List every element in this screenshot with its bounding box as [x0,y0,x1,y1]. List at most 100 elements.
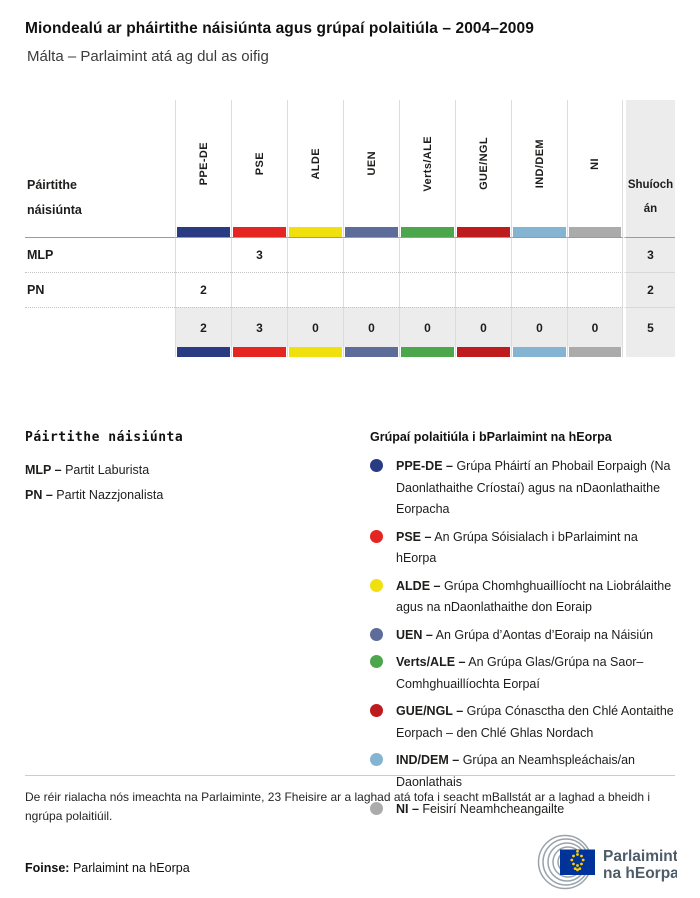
legend-groups-title: Grúpaí polaitiúla i bParlaimint na hEorp… [370,430,612,444]
total-value-cell: 0 [567,307,623,347]
group-color-bar [231,227,287,238]
value-cell [287,272,343,307]
group-column-header: GUE/NGL [455,100,511,227]
seats-column-cell [623,347,675,357]
legend-group-item: ALDE – Grúpa Chomhghuaillíocht na Liobrá… [370,576,676,619]
total-value-cell: 0 [343,307,399,347]
total-value-cell: 3 [231,307,287,347]
value-cell [567,272,623,307]
row-label: PN [25,272,175,307]
group-column-header: PPE-DE [175,100,231,227]
color-swatch [289,347,342,357]
color-swatch [289,227,342,237]
color-swatch [233,347,286,357]
seats-table: Páirtithe náisiúnta PPE-DE PSE ALDE UEN … [25,100,675,357]
group-column-header: ALDE [287,100,343,227]
european-parliament-logo: Parlaimint na hEorpa [531,834,679,897]
legend-parties-title: Páirtithe náisiúnta [25,430,184,445]
value-cell [231,272,287,307]
group-column-header: PSE [231,100,287,227]
legend-group-item: GUE/NGL – Grúpa Cónasctha den Chlé Aonta… [370,701,676,744]
logo-text-line1: Parlaimint [603,848,677,865]
value-cell [343,272,399,307]
color-swatch [513,347,566,357]
value-cell [343,238,399,272]
group-color-bar [511,347,567,357]
legend-party-item: MLP – Partit Laburista [25,463,150,477]
color-swatch [457,227,510,237]
color-swatch [569,227,621,237]
source-label: Foinse: [25,861,70,875]
legend-group-item: Verts/ALE – An Grúpa Glas/Grúpa na Saor–… [370,652,676,695]
legend-national-parties: Páirtithe náisiúnta MLP – Partit Laburis… [25,430,345,508]
group-color-bar [399,347,455,357]
value-cell: 2 [175,272,231,307]
value-cell [455,238,511,272]
group-column-header: NI [567,100,623,227]
value-cell: 3 [231,238,287,272]
footnote-text: De réir rialacha nós imeachta na Parlaim… [25,790,651,823]
group-color-bar [567,227,623,238]
color-swatch [177,347,230,357]
value-cell [399,272,455,307]
group-color-bar [455,227,511,238]
color-swatch [345,227,398,237]
group-color-dot [370,529,383,543]
row-label: MLP [27,248,54,262]
group-color-dot [370,753,383,766]
group-color-bar [175,347,231,357]
grand-total-cell: 5 [623,307,675,347]
seats-column-header: Shuíochán [623,100,675,227]
legend-political-groups: Grúpaí polaitiúla i bParlaimint na hEorp… [370,430,676,827]
group-color-bar [343,347,399,357]
ep-hemicycle-logo-icon: Parlaimint na hEorpa [537,834,679,890]
spacer-cell [25,227,175,238]
group-column-header: UEN [343,100,399,227]
legend-group-item: PSE – An Grúpa Sóisialach i bParlaimint … [370,527,676,570]
color-swatch [457,347,510,357]
group-color-bar [567,347,623,357]
group-color-bar [399,227,455,238]
source-text: Parlaimint na hEorpa [72,861,190,875]
group-color-bar [175,227,231,238]
group-color-bar [343,227,399,238]
group-column-header: IND/DEM [511,100,567,227]
seats-column-cell [623,227,675,238]
group-color-dot [370,459,383,472]
value-cell [455,272,511,307]
group-color-dot [370,578,383,592]
row-header-title: Páirtithe náisiúnta [27,178,82,217]
total-value-cell: 0 [399,307,455,347]
group-color-bar [287,227,343,238]
spacer-cell [25,347,175,357]
group-color-bar [511,227,567,238]
value-cell [511,272,567,307]
group-column-header: Verts/ALE [399,100,455,227]
color-swatch [569,347,621,357]
total-value-cell: 0 [511,307,567,347]
value-cell [399,238,455,272]
total-value-cell: 0 [455,307,511,347]
color-swatch [401,347,454,357]
total-value-cell: 0 [287,307,343,347]
totals-row-label [25,307,175,347]
color-swatch [513,227,566,237]
logo-text-line2: na hEorpa [603,865,677,882]
row-total-cell: 3 [623,238,675,272]
group-color-dot [370,655,383,668]
group-color-bar [455,347,511,357]
row-total-cell: 2 [623,272,675,307]
legend-group-item: IND/DEM – Grúpa an Neamhspleáchais/an Da… [370,750,676,793]
group-color-bar [231,347,287,357]
page-subtitle: Málta – Parlaimint atá ag dul as oifig [27,48,269,65]
group-color-dot [370,704,383,717]
footer-divider [25,775,675,776]
value-cell [175,238,231,272]
group-color-dot [370,627,383,641]
value-cell [511,238,567,272]
legend-group-item: UEN – An Grúpa d’Aontas d’Eoraip na Náis… [370,625,676,647]
legend-group-item: NI – Feisirí Neamhcheangailte [370,799,676,821]
legend-group-item: PPE-DE – Grúpa Pháirtí an Phobail Eorpai… [370,456,676,521]
color-swatch [401,227,454,237]
